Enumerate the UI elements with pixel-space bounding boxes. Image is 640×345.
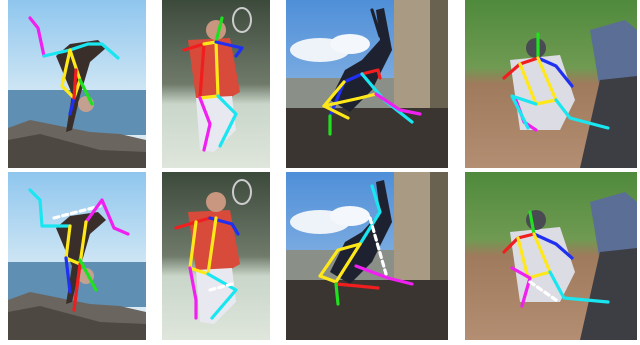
pose-skeleton-polyline	[68, 42, 120, 60]
pose-skeleton	[28, 16, 120, 116]
pose-skeleton-line	[214, 16, 224, 44]
row	[8, 0, 637, 168]
pose-skeleton	[174, 216, 240, 320]
pose-skeleton-polyline	[554, 98, 610, 130]
pose-skeleton	[28, 188, 130, 312]
pose-skeleton-line	[370, 8, 382, 38]
pose-skeleton-line	[52, 204, 102, 220]
pose-skeleton-line	[208, 282, 234, 292]
pose-skeleton-polyline	[198, 96, 212, 152]
pose-skeleton-polyline	[354, 264, 414, 286]
pose-skeleton-polyline	[518, 56, 558, 106]
pose-skeleton-polyline	[28, 16, 46, 58]
pose-skeleton-polyline	[198, 40, 220, 100]
pose-skeleton-polyline	[42, 48, 72, 58]
pose-skeleton-polyline	[536, 56, 574, 88]
pose-skeleton	[182, 16, 244, 152]
pose-skeleton	[318, 184, 414, 306]
photo-panel-circle	[526, 38, 546, 58]
pose-skeleton-polyline	[510, 266, 532, 308]
pose-skeleton-line	[78, 78, 94, 106]
pose-skeleton-polyline	[548, 270, 610, 304]
pose-skeleton	[502, 210, 610, 308]
photo-panel-path	[510, 55, 575, 130]
pose-skeleton-line	[528, 210, 536, 236]
pose-skeleton-line	[528, 280, 558, 302]
pose-skeleton-line	[68, 96, 76, 116]
pose-skeleton-polyline	[360, 68, 382, 80]
pose-skeleton-polyline	[532, 232, 574, 260]
pose-skeleton-line	[72, 68, 78, 100]
pose-skeleton-line	[78, 258, 98, 292]
photo-panel	[8, 172, 146, 340]
pose-skeleton-polyline	[374, 92, 422, 116]
photo-panel-rect	[286, 108, 448, 168]
pose-skeleton	[322, 8, 422, 136]
pose-skeleton-polyline	[84, 198, 130, 236]
pose-skeleton-polyline	[64, 220, 88, 266]
pose-skeleton-polyline	[28, 188, 72, 228]
photo-panel-ellipse	[232, 7, 252, 33]
pose-skeleton	[502, 32, 610, 132]
pose-skeleton-polyline	[214, 40, 244, 58]
photo-panel-path	[8, 134, 146, 168]
pose-skeleton-polyline	[322, 80, 378, 108]
pose-skeleton-line	[368, 216, 388, 276]
pose-skeleton-polyline	[188, 216, 218, 276]
pose-skeleton-polyline	[510, 94, 538, 130]
pose-skeleton-polyline	[358, 184, 382, 246]
photo-panel	[286, 172, 448, 340]
photo-panel	[465, 0, 637, 168]
pose-skeleton-polyline	[516, 232, 552, 280]
photo-panel	[8, 0, 146, 168]
photo-panel-path	[580, 76, 637, 168]
photo-panel	[465, 172, 637, 340]
pose-skeleton-polyline	[206, 272, 238, 320]
photo-panel-ellipse	[330, 34, 370, 54]
pose-skeleton-line	[322, 104, 350, 120]
pose-skeleton-polyline	[318, 242, 362, 284]
photo-panel-path	[330, 8, 392, 112]
pose-skeleton-polyline	[64, 256, 72, 294]
pose-skeleton-polyline	[334, 282, 380, 290]
pose-skeleton-line	[334, 282, 340, 306]
pose-skeleton-polyline	[72, 262, 82, 312]
photo-panel	[286, 0, 448, 168]
pose-skeleton-polyline	[216, 94, 238, 148]
pose-skeleton-polyline	[188, 266, 198, 320]
pose-skeleton-polyline	[208, 216, 240, 236]
